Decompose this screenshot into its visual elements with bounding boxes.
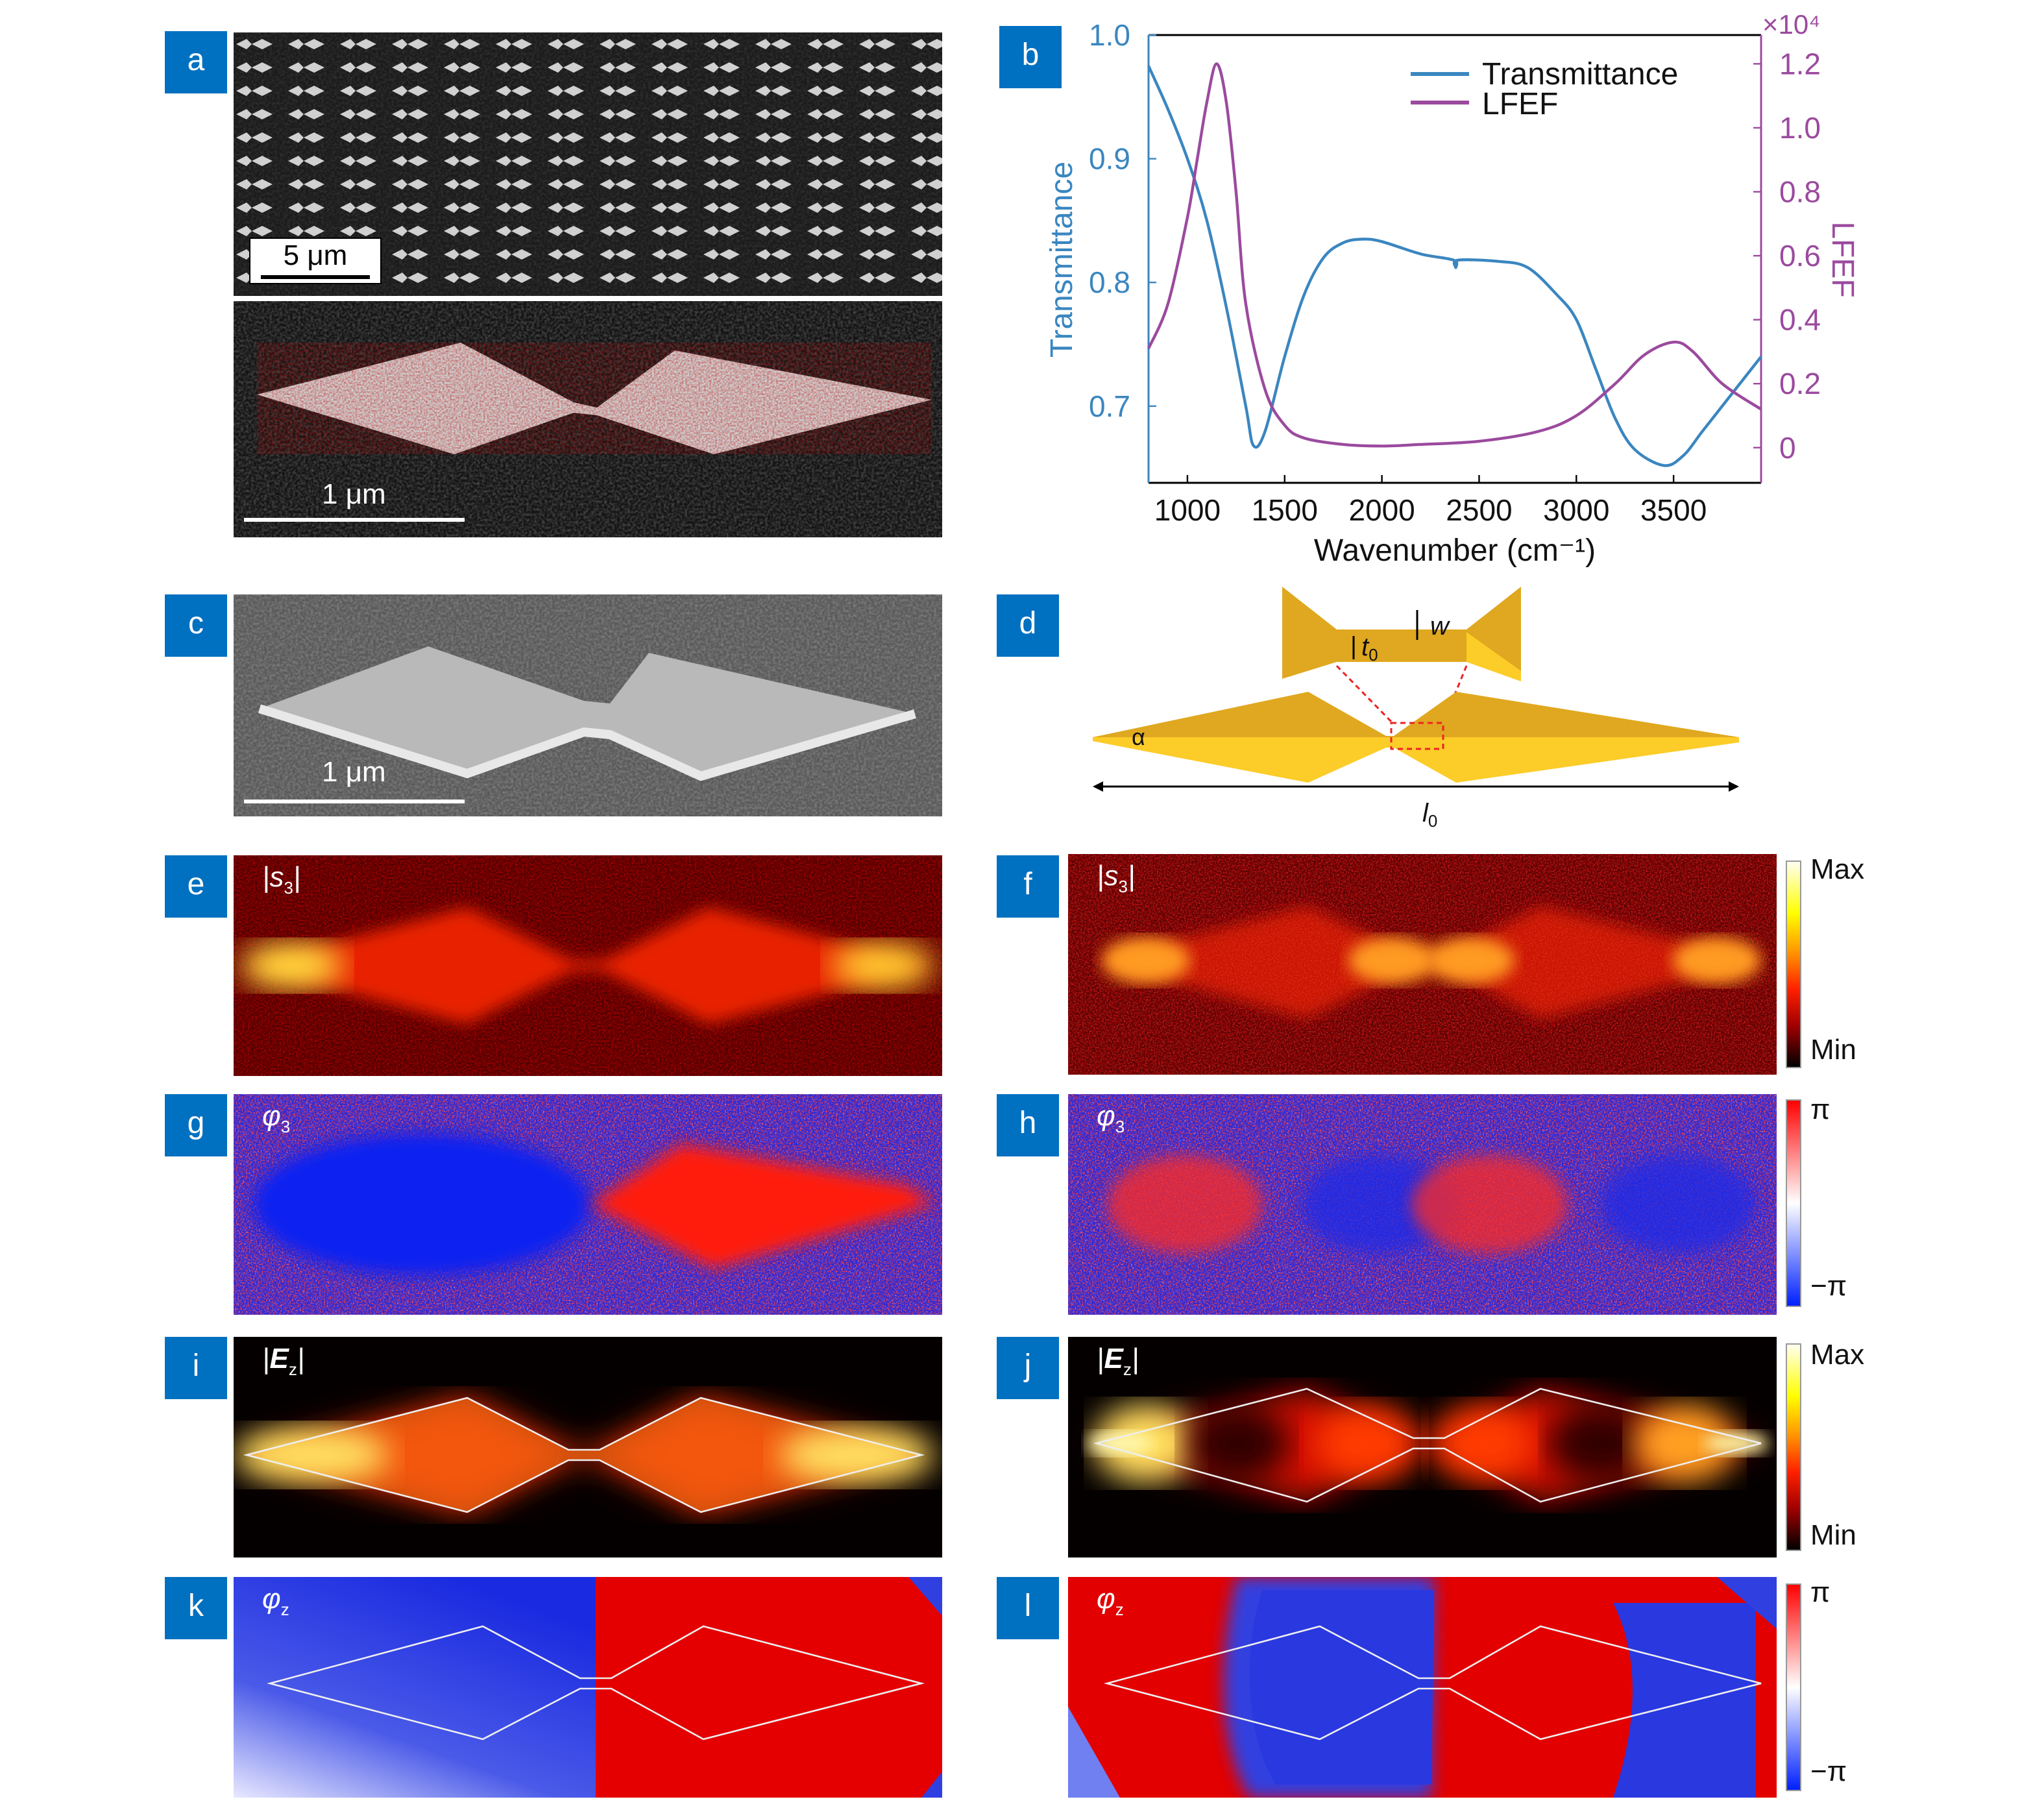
x-tick-label: 2500: [1446, 493, 1512, 527]
x-tick-label: 1500: [1252, 493, 1318, 527]
panel-label-g: g: [165, 1094, 227, 1156]
bowtie-outline: [243, 1397, 925, 1513]
amplitude-colorbar-j: [1786, 1343, 1801, 1551]
field-map-f: |s3|: [1068, 854, 1777, 1075]
amplitude-colorbar-f: [1786, 861, 1801, 1068]
scale-bar-label: 1 μm: [322, 755, 386, 788]
panel-label-c: c: [165, 594, 227, 657]
field-map-h: φ3: [1068, 1094, 1777, 1315]
transmittance-lfef-chart: 1000 1500 2000 2500 3000 3500 0.7 0.8 0.9 1.0 0 0.2…: [1045, 9, 1860, 568]
gap-zoom-inset: [1282, 587, 1521, 679]
colorbar-max-label: Max: [1810, 853, 1865, 885]
y-right-tick-label: 0.8: [1779, 175, 1821, 209]
legend-label-lfef: LFEF: [1482, 87, 1558, 121]
scale-bar-label: 1 μm: [322, 478, 386, 510]
map-title-j: |Ez|: [1097, 1342, 1139, 1379]
sem-array-image: 5 μm: [234, 32, 942, 296]
x-tick-label: 2000: [1348, 493, 1415, 527]
legend-label-transmittance: Transmittance: [1482, 57, 1678, 92]
panel-label-a: a: [165, 31, 227, 93]
map-title-l: φz: [1097, 1582, 1124, 1619]
panel-label-f: f: [997, 855, 1059, 918]
x-tick-label: 3500: [1640, 493, 1707, 527]
scale-bar-label: 5 μm: [283, 239, 348, 271]
y-left-tick-label: 0.9: [1089, 142, 1130, 176]
y-axis-right-label: LFEF: [1825, 221, 1860, 297]
y-left-tick-label: 0.8: [1089, 265, 1130, 299]
field-map-j: |Ez|: [1068, 1337, 1777, 1558]
map-title-g: φ3: [262, 1099, 291, 1136]
scale-bar: [261, 275, 370, 279]
colorbar-pi-label: π: [1810, 1576, 1831, 1608]
y-right-tick-label: 0.2: [1779, 367, 1821, 400]
y-right-tick-label: 0.6: [1779, 239, 1821, 273]
colorbar-min-label: Min: [1810, 1519, 1856, 1551]
alpha-label: α: [1132, 724, 1145, 750]
panel-label-l: l: [997, 1577, 1059, 1639]
panel-label-j: j: [997, 1337, 1059, 1399]
bowtie-antenna: [1093, 692, 1739, 779]
bowtie-outline: [1103, 1625, 1762, 1741]
y-right-tick-label: 0: [1779, 431, 1796, 465]
l0-label: l0: [1422, 799, 1437, 831]
colorbar-min-label: Min: [1810, 1033, 1856, 1066]
y-left-tick-label: 1.0: [1089, 18, 1130, 52]
panel-label-e: e: [165, 855, 227, 918]
x-axis-label: Wavenumber (cm⁻¹): [1314, 533, 1596, 568]
map-title-f: |s3|: [1097, 859, 1136, 896]
phase-colorbar-h: [1786, 1099, 1801, 1307]
colorbar-minus-pi-label: −π: [1810, 1755, 1847, 1787]
bowtie-outline: [266, 1625, 925, 1741]
y-right-tick-label: 1.0: [1779, 111, 1821, 145]
t0-label: t0: [1361, 633, 1378, 665]
x-tick-label: 1000: [1154, 493, 1221, 527]
x-tick-label: 3000: [1543, 493, 1609, 527]
nanoantenna-schematic: w t0 α l0: [1093, 587, 1739, 831]
bowtie-outline: [1093, 1387, 1762, 1503]
sem-bowtie-tilted-image: 1 μm: [234, 594, 942, 816]
panel-label-i: i: [165, 1337, 227, 1399]
field-map-l: φz: [1068, 1577, 1777, 1798]
phase-colorbar-l: [1786, 1583, 1801, 1791]
map-title-i: |Ez|: [262, 1342, 305, 1379]
series-line-transmittance: [1147, 65, 1762, 467]
y-left-tick-label: 0.7: [1089, 389, 1130, 423]
colorbar-pi-label: π: [1810, 1093, 1831, 1125]
y-axis-left-label: Transmittance: [1045, 162, 1079, 358]
colorbar-minus-pi-label: −π: [1810, 1269, 1847, 1302]
series-line-lfef: [1147, 62, 1762, 448]
y-right-tick-label: 1.2: [1779, 47, 1821, 80]
panel-label-d: d: [997, 594, 1059, 657]
field-map-e: |s3|: [234, 855, 942, 1076]
colorbar-max-label: Max: [1810, 1338, 1865, 1371]
field-map-k: φz: [234, 1577, 942, 1798]
panel-label-h: h: [997, 1094, 1059, 1156]
scale-bar-box: 5 μm: [249, 238, 382, 284]
panel-label-k: k: [165, 1577, 227, 1639]
map-title-e: |s3|: [262, 861, 301, 898]
sem-bowtie-image: 1 μm: [234, 301, 942, 537]
map-title-h: φ3: [1097, 1099, 1125, 1136]
panel-label-b: b: [999, 26, 1062, 88]
map-title-k: φz: [262, 1582, 289, 1619]
field-map-i: |Ez|: [234, 1337, 942, 1558]
field-map-g: φ3: [234, 1094, 942, 1315]
w-label: w: [1430, 612, 1451, 641]
gap-highlight-box: [1390, 722, 1444, 750]
right-axis-multiplier: ×10⁴: [1762, 9, 1820, 40]
y-right-tick-label: 0.4: [1779, 303, 1821, 337]
